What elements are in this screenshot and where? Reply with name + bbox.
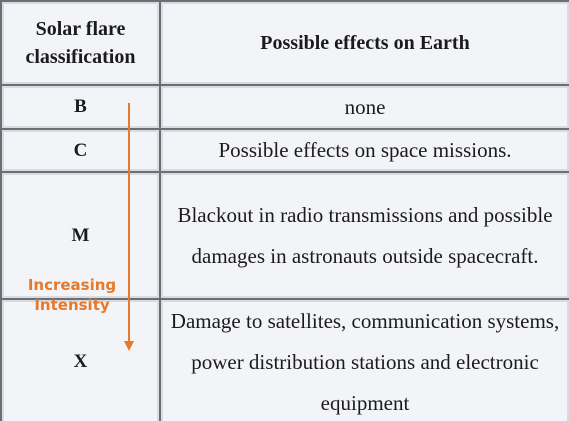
header-classification: Solar flare classification [0, 0, 161, 86]
flare-class-cell: X [0, 298, 161, 421]
header-effects: Possible effects on Earth [159, 0, 569, 86]
flare-class-cell: B [0, 84, 161, 130]
table-row: B none [0, 84, 569, 130]
intensity-label-line1: Increasing [27, 276, 117, 294]
intensity-arrow-line [128, 103, 130, 343]
effect-cell: Possible effects on space missions. [159, 128, 569, 173]
effect-cell: Damage to satellites, communication syst… [159, 298, 569, 421]
effect-cell: Blackout in radio transmissions and poss… [159, 171, 569, 300]
table-row: X Damage to satellites, communication sy… [0, 298, 569, 421]
effect-cell: none [159, 84, 569, 130]
flare-class-cell: C [0, 128, 161, 173]
table-row: C Possible effects on space missions. [0, 128, 569, 173]
flare-class-cell: M [0, 171, 161, 300]
intensity-label-line2: Intensity [34, 296, 110, 314]
arrow-down-icon [124, 341, 134, 351]
intensity-label: Increasing Intensity [12, 275, 132, 315]
table-header-row: Solar flare classification Possible effe… [0, 0, 569, 86]
